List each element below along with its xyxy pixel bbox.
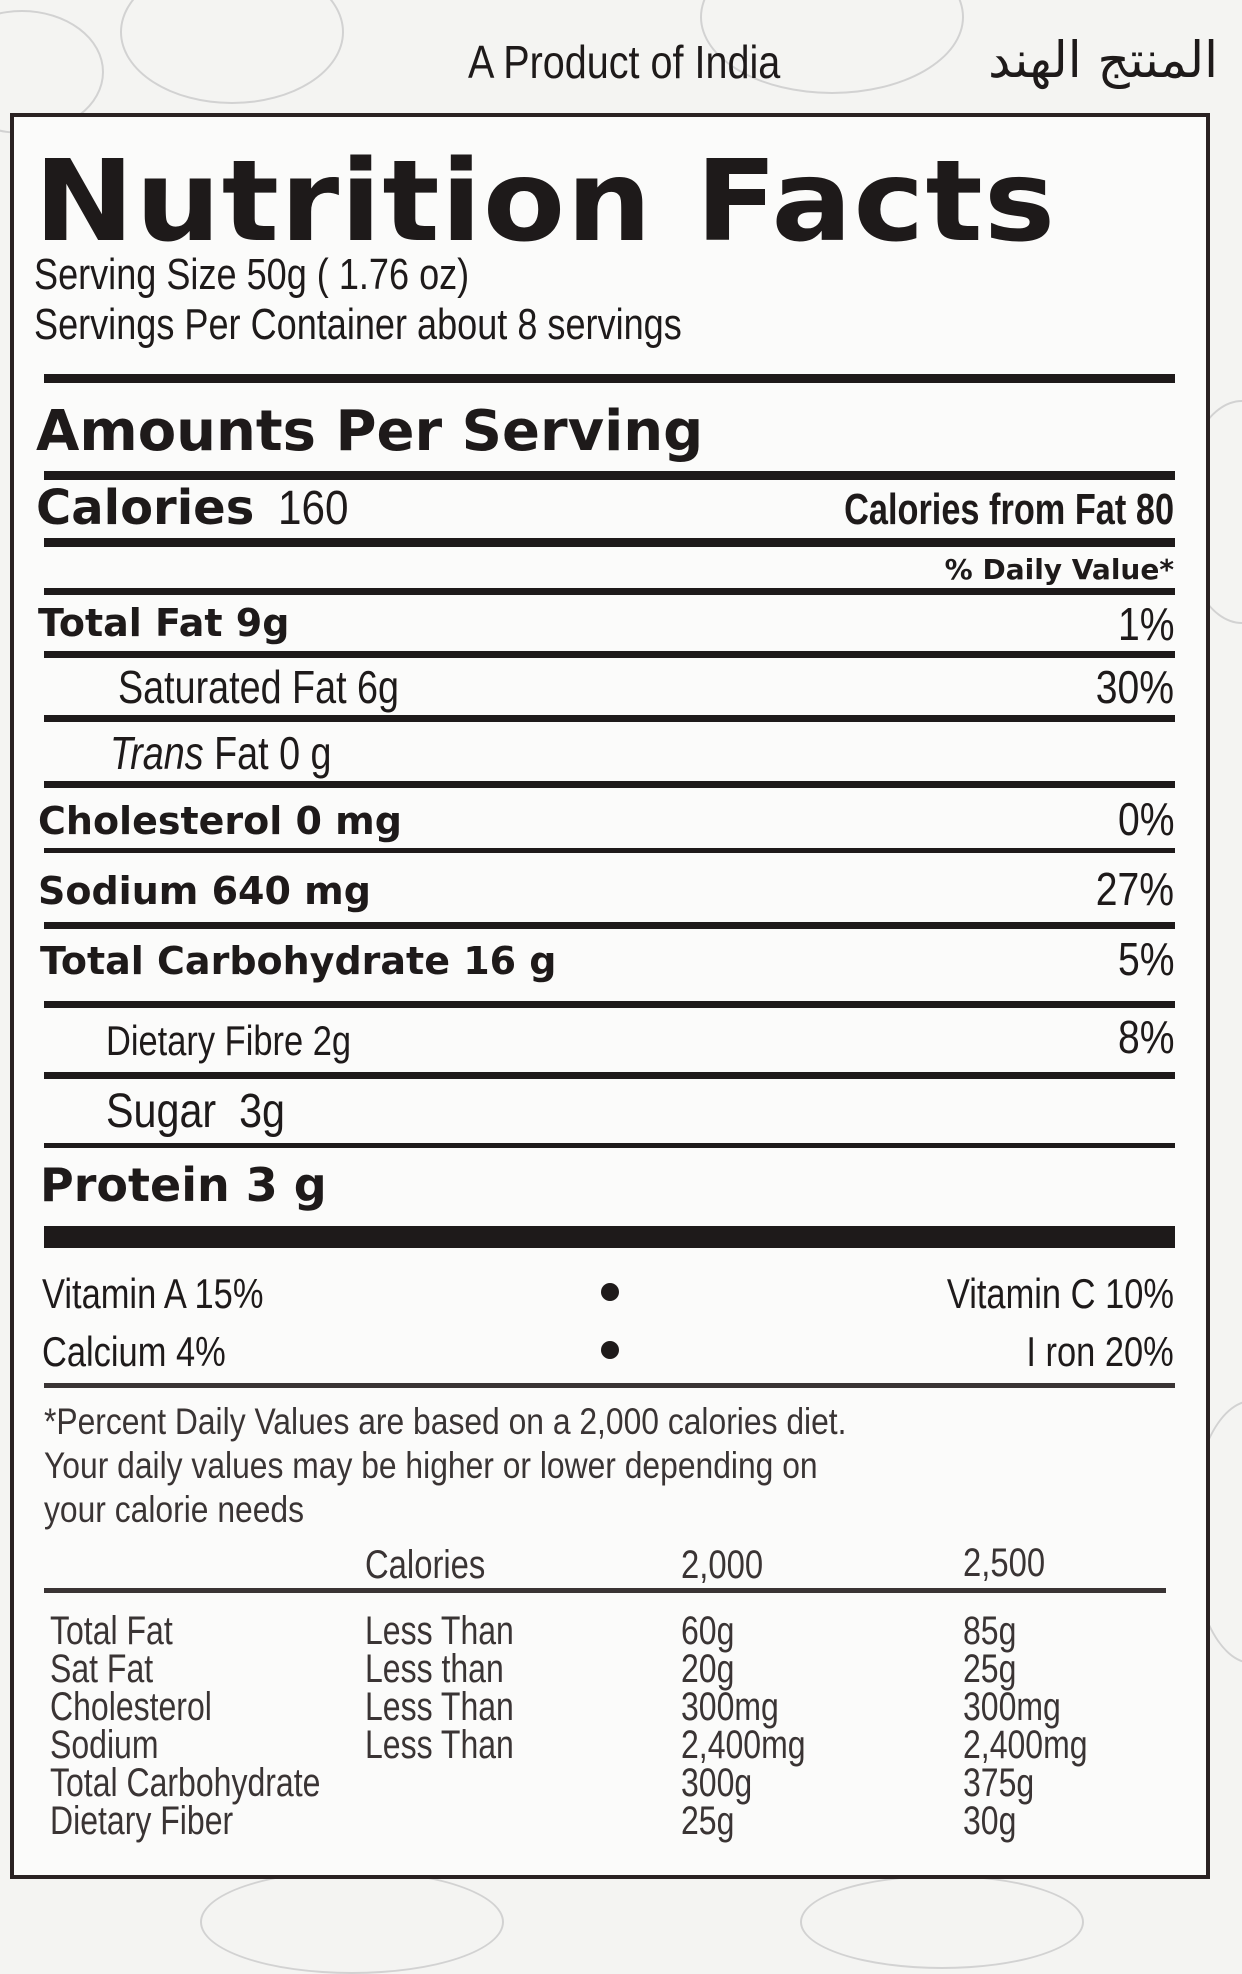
nutrient-trans-fat: Trans Fat 0 g [110,727,332,779]
ref-2000: 20g [681,1647,735,1691]
ref-nutrient: Sodium [50,1723,159,1767]
divider [44,651,1175,658]
serving-size: Serving Size 50g ( 1.76 oz) [34,250,470,299]
ref-2500: 300mg [963,1685,1061,1729]
nutrition-label [10,113,1210,1879]
calcium: Calcium 4% [42,1328,226,1375]
calories-label: Calories [36,480,255,536]
footnote-line-3: your calorie needs [44,1489,305,1530]
ref-nutrient: Dietary Fiber [50,1799,234,1843]
divider [44,1143,1175,1148]
daily-value-heading: % Daily Value* [944,553,1174,586]
background-sketch [800,1875,1084,1969]
ref-header-2500: 2,500 [963,1541,1046,1585]
dv-total-carbohydrate: 5% [1117,933,1174,985]
ref-2500: 2,400mg [963,1723,1088,1767]
ref-2500: 30g [963,1799,1017,1843]
divider [44,538,1175,547]
divider [44,588,1175,595]
calories-from-fat: Calories from Fat 80 [844,485,1174,534]
dv-saturated-fat: 30% [1095,661,1174,713]
footnote-line-2: Your daily values may be higher or lower… [44,1445,818,1486]
servings-per-container: Servings Per Container about 8 servings [34,300,682,349]
ref-qualifier: Less Than [365,1685,514,1729]
divider [44,1001,1175,1008]
background-sketch [120,0,344,104]
ref-qualifier: Less than [365,1647,504,1691]
nutrient-cholesterol: Cholesterol 0 mg [38,799,402,843]
divider [44,848,1175,853]
origin-line: A Product of India [468,34,831,90]
label-title: Nutrition Facts [34,137,1057,267]
ref-nutrient: Total Fat [50,1609,173,1653]
amounts-heading: Amounts Per Serving [36,399,704,464]
ref-2500: 25g [963,1647,1017,1691]
nutrient-protein: Protein 3 g [40,1158,327,1212]
calories-row: Calories 160 [36,480,358,537]
dv-total-fat: 1% [1117,598,1174,650]
ref-nutrient: Sat Fat [50,1647,154,1691]
origin-arabic: المنتج الهند [988,31,1218,89]
divider [44,1072,1175,1079]
thick-bar [44,1226,1175,1248]
ref-2000: 60g [681,1609,735,1653]
trans-italic: Trans [110,727,204,779]
nutrient-total-carbohydrate: Total Carbohydrate 16 g [40,939,557,983]
vitamin-a: Vitamin A 15% [42,1270,264,1317]
divider [44,781,1175,788]
ref-qualifier: Less Than [365,1723,514,1767]
divider [44,922,1175,929]
dv-dietary-fibre: 8% [1117,1011,1174,1063]
nutrient-sodium: Sodium 640 mg [38,869,371,913]
ref-2500: 375g [963,1761,1035,1805]
ref-header-calories: Calories [365,1543,486,1587]
dv-cholesterol: 0% [1117,793,1174,845]
ref-header-2000: 2,000 [681,1543,764,1587]
ref-2500: 85g [963,1609,1017,1653]
background-sketch [200,1870,504,1974]
divider [44,1588,1166,1593]
nutrient-saturated-fat: Saturated Fat 6g [118,661,399,713]
ref-2000: 2,400mg [681,1723,806,1767]
ref-qualifier: Less Than [365,1609,514,1653]
ref-2000: 25g [681,1799,735,1843]
origin-english: A Product of India [468,36,781,88]
iron: I ron 20% [1026,1328,1174,1375]
ref-2000: 300mg [681,1685,779,1729]
vitamin-c: Vitamin C 10% [946,1270,1174,1317]
ref-2000: 300g [681,1761,753,1805]
divider [44,471,1175,480]
divider [44,374,1175,383]
nutrient-dietary-fibre: Dietary Fibre 2g [106,1017,352,1064]
divider [44,1383,1175,1388]
ref-nutrient: Total Carbohydrate [50,1761,321,1805]
calories-value: 160 [277,482,349,535]
nutrient-total-fat: Total Fat 9g [38,601,290,645]
nutrient-sugar: Sugar 3g [106,1085,286,1138]
dv-sodium: 27% [1095,863,1174,915]
footnote-line-1: *Percent Daily Values are based on a 2,0… [44,1401,847,1442]
divider [44,715,1175,722]
bullet-icon [601,1341,619,1359]
ref-nutrient: Cholesterol [50,1685,212,1729]
bullet-icon [601,1283,619,1301]
